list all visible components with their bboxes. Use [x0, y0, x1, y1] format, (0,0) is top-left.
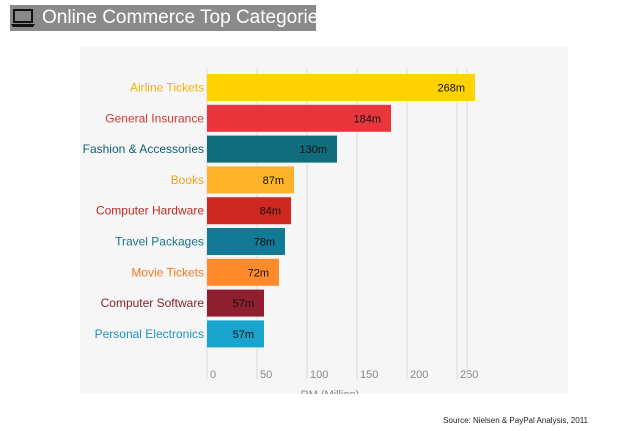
bar	[207, 320, 264, 348]
bar	[207, 258, 279, 286]
x-tick-label: 150	[360, 369, 378, 381]
category-label: General Insurance	[105, 111, 204, 125]
bar	[207, 228, 285, 255]
bar-chart: 0 50 100 150 200 250 Airline Tickets 268m Genera…	[83, 68, 478, 394]
category-label: Movie Tickets	[131, 265, 204, 279]
bar	[207, 289, 264, 317]
data-label: 72m	[248, 267, 269, 279]
data-label: 268m	[437, 83, 465, 95]
category-label: Travel Packages	[115, 235, 204, 249]
bar	[207, 74, 475, 101]
x-tick-label: 250	[460, 369, 478, 381]
data-label: 87m	[263, 175, 284, 187]
bar	[207, 104, 391, 132]
laptop-icon	[10, 5, 36, 31]
bar	[207, 166, 294, 194]
source-note: Source: Nielsen & PayPal Analysis, 2011	[443, 416, 588, 425]
title-bar: Online Commerce Top Categories	[10, 5, 328, 31]
x-tick-label: 0	[210, 369, 216, 381]
category-label: Personal Electronics	[95, 327, 204, 341]
data-label: 184m	[353, 113, 381, 125]
data-label: 84m	[260, 206, 281, 218]
data-label: 130m	[299, 144, 327, 156]
data-label: 78m	[254, 237, 275, 249]
chart-panel: 0 50 100 150 200 250 Airline Tickets 268m Genera…	[80, 46, 568, 394]
category-label: Computer Software	[101, 296, 205, 310]
page-title: Online Commerce Top Categories	[42, 7, 328, 28]
category-label: Fashion & Accessories	[83, 142, 204, 156]
category-label: Computer Hardware	[96, 204, 204, 218]
x-tick-label: 50	[260, 369, 272, 381]
category-label: Books	[171, 173, 204, 187]
data-label: 57m	[233, 329, 254, 341]
data-label: 57m	[233, 298, 254, 310]
x-tick-label: 100	[310, 369, 328, 381]
x-axis-label: RM (Million)	[301, 389, 360, 394]
x-tick-label: 200	[410, 369, 428, 381]
bar	[207, 197, 291, 225]
bar	[207, 135, 337, 163]
category-label: Airline Tickets	[130, 81, 204, 95]
